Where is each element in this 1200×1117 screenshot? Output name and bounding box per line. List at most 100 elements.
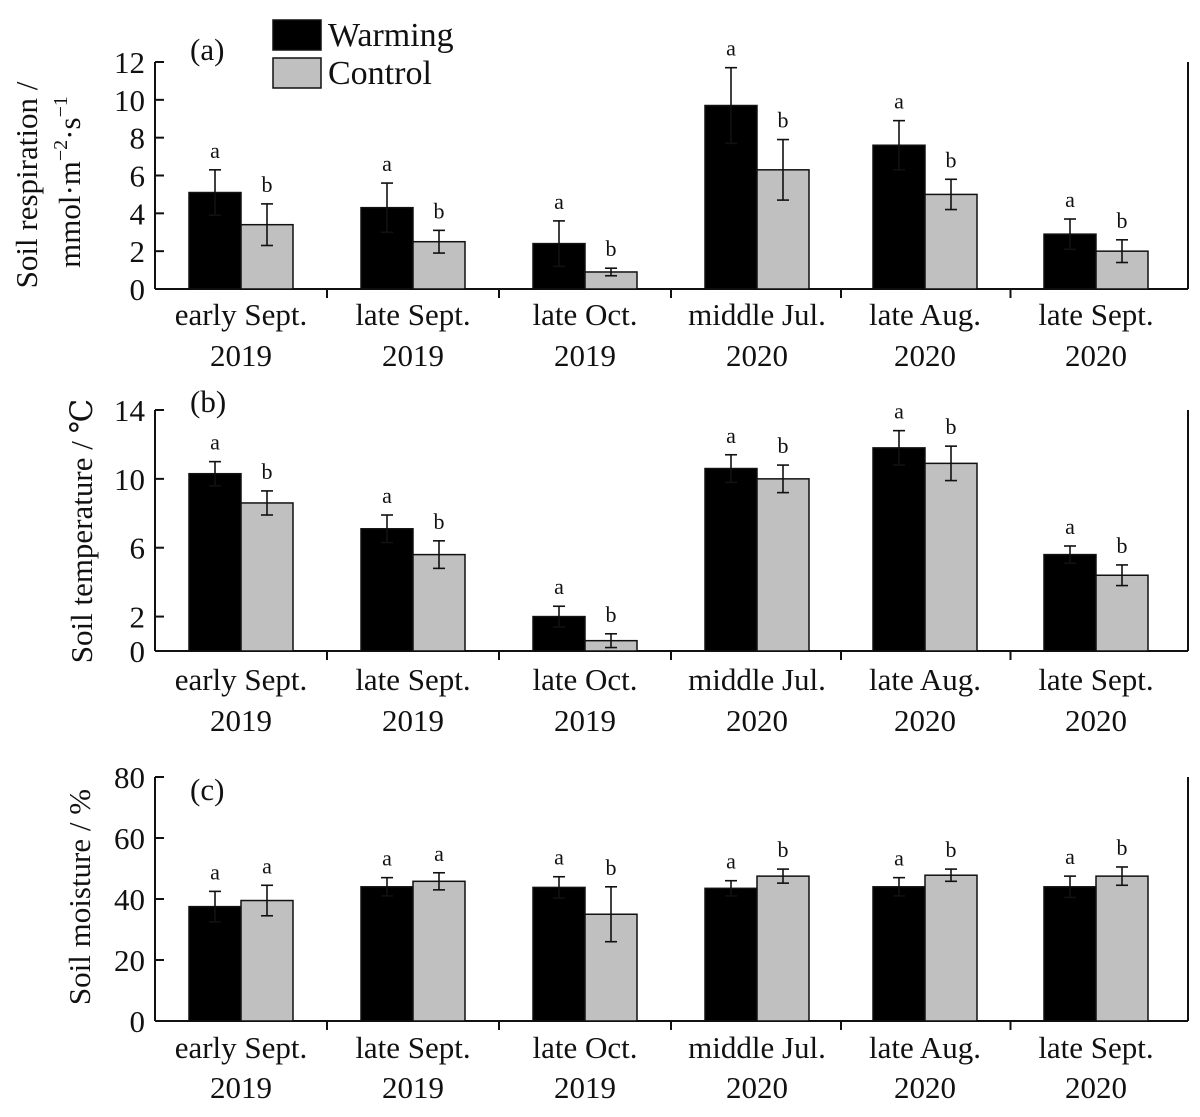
bar-control	[756, 875, 810, 1022]
significance-letter: b	[262, 459, 273, 484]
x-tick-label: late Oct.	[532, 662, 637, 697]
bar-warming	[188, 472, 242, 652]
x-tick-label-year: 2019	[554, 1070, 616, 1105]
y-tick-label: 4	[130, 196, 146, 231]
x-tick-label-year: 2020	[894, 338, 956, 373]
bar-control	[1095, 574, 1149, 652]
significance-letter: a	[554, 189, 564, 214]
significance-letter: a	[210, 859, 220, 884]
x-tick-label-year: 2019	[382, 1070, 444, 1105]
bar-warming	[532, 886, 586, 1022]
bar-warming	[360, 886, 414, 1022]
x-tick-label: late Sept.	[1038, 662, 1153, 697]
x-tick-label-year: 2020	[894, 1070, 956, 1105]
y-tick-label: 40	[114, 882, 145, 917]
legend-control-swatch	[272, 57, 322, 89]
panel-letter: (b)	[190, 384, 226, 419]
significance-letter: a	[1065, 844, 1075, 869]
significance-letter: b	[262, 172, 273, 197]
significance-letter: b	[946, 414, 957, 439]
bar-warming	[704, 887, 758, 1022]
y-tick-label: 6	[130, 159, 146, 194]
bar-warming	[1043, 553, 1097, 652]
legend-control-label: Control	[328, 55, 432, 92]
y-tick-label: 14	[114, 393, 146, 428]
x-tick-label-year: 2020	[1065, 703, 1127, 738]
significance-letter: a	[210, 138, 220, 163]
significance-letter: b	[946, 837, 957, 862]
y-tick-label: 6	[130, 531, 146, 566]
x-tick-label: late Sept.	[355, 1030, 470, 1065]
significance-letter: b	[434, 198, 445, 223]
significance-letter: a	[894, 89, 904, 114]
legend: Warming Control	[272, 17, 454, 92]
x-tick-label-year: 2020	[1065, 1070, 1127, 1105]
y-tick-label: 2	[130, 234, 146, 269]
bar-warming	[360, 528, 414, 652]
significance-letter: b	[1117, 533, 1128, 558]
significance-letter: a	[554, 574, 564, 599]
bar-warming	[872, 447, 926, 652]
panel-c-ylabel: Soil moisture / %	[62, 789, 97, 1005]
panel-b: 02 6 10 14 (b) a a a a a a b b b b b b early Sept. 2019 lat…	[114, 384, 1189, 738]
panel-a-ylabel-line2: mmol·m−2·s−1	[50, 96, 87, 268]
panel-a-ylabel-line1: Soil respiration /	[9, 81, 44, 288]
x-tick-label: late Aug.	[869, 1030, 981, 1065]
panel-c: 0 20 40 60 80 (c) a a a a a a a a b b b b early Sept. 2019 l…	[114, 760, 1189, 1105]
significance-letter: a	[382, 846, 392, 871]
x-tick-label: early Sept.	[175, 1030, 308, 1065]
x-tick-label: late Sept.	[1038, 297, 1153, 332]
significance-letter: b	[606, 602, 617, 627]
significance-letter: a	[894, 846, 904, 871]
x-tick-label: middle Jul.	[688, 1030, 826, 1065]
significance-letter: b	[606, 236, 617, 261]
significance-letter: a	[1065, 514, 1075, 539]
x-tick-label-year: 2019	[554, 338, 616, 373]
legend-warming-label: Warming	[328, 17, 454, 54]
y-tick-label: 12	[114, 45, 145, 80]
y-tick-label: 0	[130, 634, 146, 669]
bar-warming	[872, 886, 926, 1022]
x-tick-label: early Sept.	[175, 297, 308, 332]
x-tick-label: late Aug.	[869, 297, 981, 332]
bar-control	[240, 899, 294, 1022]
significance-letter: a	[726, 849, 736, 874]
x-tick-label: late Aug.	[869, 662, 981, 697]
y-tick-label: 2	[130, 600, 146, 635]
x-tick-label: late Oct.	[532, 297, 637, 332]
y-tick-label: 0	[130, 1004, 146, 1039]
bar-control	[240, 502, 294, 652]
x-tick-label: early Sept.	[175, 662, 308, 697]
x-tick-label-year: 2020	[894, 703, 956, 738]
significance-letter: a	[726, 423, 736, 448]
significance-letter: a	[382, 151, 392, 176]
y-tick-label: 0	[130, 272, 146, 307]
significance-letter: b	[434, 509, 445, 534]
significance-letter: a	[726, 36, 736, 61]
x-tick-label-year: 2020	[1065, 338, 1127, 373]
bar-control	[412, 553, 466, 652]
y-tick-label: 80	[114, 760, 145, 795]
significance-letter: a	[382, 483, 392, 508]
panel-letter: (c)	[190, 772, 224, 807]
x-tick-label: middle Jul.	[688, 297, 826, 332]
x-tick-label-year: 2019	[382, 338, 444, 373]
bar-warming	[704, 467, 758, 652]
x-tick-label-year: 2020	[726, 338, 788, 373]
bar-warming	[1043, 886, 1097, 1022]
significance-letter: b	[778, 108, 789, 133]
x-tick-label-year: 2019	[382, 703, 444, 738]
bar-warming	[188, 905, 242, 1022]
x-tick-label-year: 2019	[210, 338, 272, 373]
bar-control	[412, 880, 466, 1022]
bar-control	[924, 874, 978, 1022]
x-tick-label: middle Jul.	[688, 662, 826, 697]
significance-letter: b	[778, 837, 789, 862]
x-tick-label-year: 2020	[726, 1070, 788, 1105]
x-tick-label: late Sept.	[1038, 1030, 1153, 1065]
x-tick-label-year: 2019	[554, 703, 616, 738]
y-tick-label: 60	[114, 821, 145, 856]
significance-letter: b	[1117, 208, 1128, 233]
